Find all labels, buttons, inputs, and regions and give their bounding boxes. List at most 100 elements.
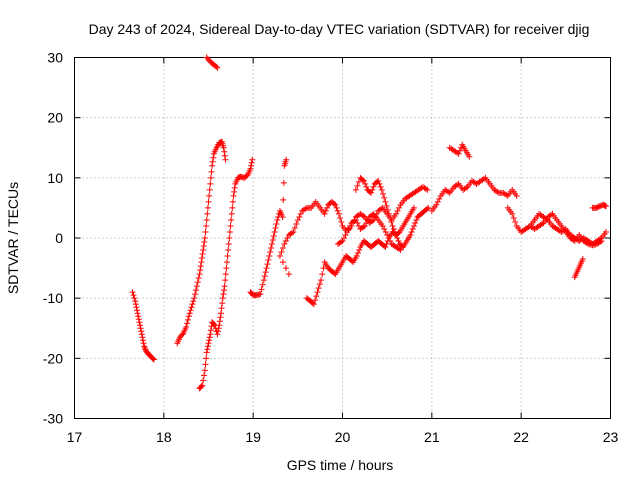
- data-point-plus: [384, 238, 391, 245]
- data-point-plus: [259, 281, 266, 288]
- data-point-plus: [184, 320, 191, 327]
- data-point-plus: [195, 275, 202, 282]
- data-point-plus: [136, 319, 143, 326]
- data-point-plus: [378, 186, 385, 193]
- data-point-plus: [262, 269, 269, 276]
- data-point-plus: [187, 307, 194, 314]
- data-point-plus: [314, 289, 321, 296]
- data-point-plus: [184, 316, 191, 323]
- data-point-plus: [137, 325, 144, 332]
- data-point-plus: [220, 144, 227, 151]
- data-point-plus: [394, 235, 401, 241]
- data-point-plus: [276, 253, 283, 260]
- data-point-plus: [248, 162, 255, 169]
- data-point-plus: [226, 228, 233, 235]
- data-point-plus: [279, 213, 286, 220]
- y-tick-label: 10: [47, 170, 63, 186]
- data-point-plus: [539, 220, 546, 227]
- data-point-plus: [222, 271, 229, 278]
- data-point-plus: [138, 328, 145, 335]
- data-point-plus: [270, 232, 277, 239]
- data-point-plus: [203, 349, 210, 356]
- data-point-plus: [261, 273, 268, 280]
- series-s14: [571, 256, 586, 281]
- data-point-plus: [389, 222, 396, 229]
- x-tick-label: 22: [513, 429, 529, 445]
- data-point-plus: [201, 367, 208, 374]
- data-point-plus: [348, 222, 355, 229]
- data-point-plus: [579, 256, 586, 263]
- data-point-plus: [210, 154, 217, 161]
- data-point-plus: [216, 322, 223, 329]
- data-point-plus: [376, 180, 383, 187]
- data-point-plus: [412, 219, 419, 226]
- data-point-plus: [302, 205, 309, 212]
- data-point-plus: [313, 293, 320, 300]
- data-point-plus: [206, 334, 213, 341]
- data-point-plus: [130, 292, 137, 299]
- data-point-plus: [456, 147, 463, 154]
- data-point-plus: [360, 212, 367, 219]
- data-point-plus: [494, 188, 501, 195]
- data-point-plus: [221, 283, 228, 290]
- data-point-plus: [333, 204, 340, 211]
- data-point-plus: [200, 247, 207, 254]
- data-point-plus: [583, 240, 590, 247]
- data-point-plus: [135, 313, 142, 320]
- data-point-plus: [315, 285, 322, 292]
- data-point-plus: [382, 244, 389, 251]
- data-point-plus: [260, 277, 267, 284]
- data-point-plus: [204, 210, 211, 217]
- data-point-plus: [433, 201, 440, 208]
- series-s10: [428, 174, 520, 214]
- data-point-plus: [331, 200, 338, 207]
- series-s13: [527, 210, 605, 249]
- axis-ticks: [74, 57, 611, 419]
- data-point-plus: [396, 204, 403, 211]
- data-point-plus: [204, 204, 211, 211]
- data-point-plus: [133, 304, 140, 311]
- data-point-plus: [134, 307, 141, 314]
- x-tick-label: 21: [424, 429, 440, 445]
- data-point-plus: [131, 295, 138, 302]
- data-point-plus: [137, 322, 144, 329]
- data-point-plus: [207, 327, 214, 334]
- data-point-plus: [268, 245, 275, 252]
- data-point-plus: [248, 159, 255, 166]
- data-point-plus: [243, 172, 250, 179]
- data-point-plus: [395, 238, 402, 245]
- data-point-plus: [185, 313, 192, 320]
- data-point-plus: [510, 214, 517, 221]
- data-point-plus: [129, 289, 136, 296]
- data-point-plus: [285, 271, 292, 278]
- data-point-plus: [290, 228, 297, 235]
- data-point-plus: [203, 216, 210, 223]
- y-tick-labels: -30 -20 -10 0 10 20 30: [43, 50, 63, 427]
- data-point-plus: [209, 162, 216, 169]
- data-point-plus: [383, 202, 390, 209]
- data-point-plus: [354, 182, 361, 189]
- data-point-plus: [424, 186, 431, 193]
- data-point-plus: [372, 213, 379, 220]
- series-s3: [203, 54, 221, 71]
- data-point-plus: [338, 239, 345, 246]
- data-point-plus: [316, 281, 323, 288]
- data-point-plus: [193, 283, 200, 290]
- data-point-plus: [338, 218, 345, 225]
- data-point-plus: [382, 228, 389, 235]
- data-point-plus: [138, 331, 145, 338]
- data-point-plus: [220, 287, 227, 294]
- y-tick-label: -10: [43, 290, 63, 306]
- data-point-plus: [135, 316, 142, 323]
- data-point-plus: [297, 210, 304, 217]
- data-point-plus: [283, 156, 290, 163]
- data-point-plus: [219, 300, 226, 307]
- data-point-plus: [189, 301, 196, 308]
- data-point-plus: [361, 222, 368, 229]
- data-point-plus: [382, 198, 389, 205]
- data-point-plus: [194, 279, 201, 286]
- data-point-plus: [340, 235, 347, 241]
- data-point-plus: [363, 183, 370, 190]
- data-point-plus: [512, 218, 519, 225]
- data-point-plus: [278, 249, 285, 256]
